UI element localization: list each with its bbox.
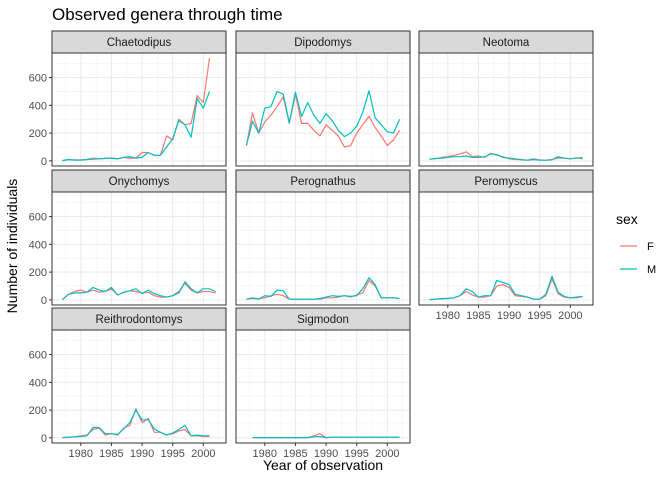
facet-peromyscus: Peromyscus 1980 1985 1990 1995 2000: [418, 169, 594, 322]
y-tick-label: 600: [29, 350, 47, 362]
x-tick-label: 2000: [558, 310, 582, 322]
y-tick-label: 0: [41, 156, 47, 168]
facet-reithrodontomys: Reithrodontomys 0 200 400 600 1980 1985 1990 199…: [29, 307, 227, 460]
y-tick-label: 200: [29, 128, 47, 140]
facet-onychomys: Onychomys 0 200 400 600: [29, 169, 227, 307]
facet-strip-label: Dipodomys: [294, 37, 352, 49]
series-line-m: [252, 435, 400, 439]
series-line-m: [62, 91, 211, 162]
series-line-m: [245, 90, 401, 146]
chart-title: Observed genera through time: [52, 5, 283, 24]
series-line-m: [429, 275, 583, 301]
series-line-f: [245, 93, 401, 148]
facet-sigmodon: Sigmodon 1980 1985 1990 1995 2000: [235, 307, 411, 460]
y-axis-title: Number of individuals: [4, 179, 20, 314]
facet-strip-label: Onychomys: [109, 176, 170, 188]
legend: sex FM: [616, 211, 656, 276]
panel-border: [51, 329, 227, 444]
facet-strip-label: Neotoma: [483, 37, 530, 49]
facet-panels: Chaetodipus 0 200 400 600 Dipodomys Neotoma Ony…: [29, 30, 594, 460]
x-tick-label: 1980: [69, 448, 93, 460]
x-tick-label: 1990: [314, 448, 338, 460]
y-tick-label: 0: [41, 433, 47, 445]
panel-background: [236, 53, 410, 166]
panel-background: [236, 192, 410, 305]
series-line-m: [62, 409, 210, 439]
y-tick-label: 0: [41, 295, 47, 307]
x-tick-label: 2000: [191, 448, 215, 460]
panel-background: [52, 53, 226, 166]
x-tick-label: 1980: [436, 310, 460, 322]
panel-border: [235, 191, 411, 306]
panel-background: [419, 53, 593, 166]
facet-chaetodipus: Chaetodipus 0 200 400 600: [29, 30, 227, 168]
panel-border: [418, 191, 594, 306]
panel-border: [418, 52, 594, 167]
series-line-m: [429, 153, 583, 161]
facet-strip-label: Chaetodipus: [107, 37, 172, 49]
panel-border: [51, 191, 227, 306]
x-tick-label: 1995: [344, 448, 368, 460]
x-tick-label: 2000: [375, 448, 399, 460]
x-tick-label: 1995: [160, 448, 184, 460]
panel-background: [419, 192, 593, 305]
x-tick-label: 1990: [130, 448, 154, 460]
x-tick-label: 1990: [497, 310, 521, 322]
legend-title: sex: [616, 211, 638, 227]
facet-strip-label: Perognathus: [290, 176, 355, 188]
y-tick-label: 600: [29, 73, 47, 85]
series-line-m: [62, 281, 216, 301]
legend-label-f: F: [647, 241, 654, 253]
y-tick-label: 400: [29, 377, 47, 389]
y-tick-label: 400: [29, 100, 47, 112]
y-tick-label: 600: [29, 212, 47, 224]
x-tick-label: 1995: [527, 310, 551, 322]
y-tick-label: 400: [29, 239, 47, 251]
x-tick-label: 1985: [283, 448, 307, 460]
facet-perognathus: Perognathus: [235, 169, 411, 306]
panel-border: [235, 329, 411, 444]
panel-background: [52, 330, 226, 443]
facet-strip-label: Reithrodontomys: [96, 314, 183, 326]
series-line-m: [246, 277, 400, 300]
facet-strip-label: Peromyscus: [474, 176, 538, 188]
x-tick-label: 1985: [99, 448, 123, 460]
y-tick-label: 200: [29, 267, 47, 279]
x-tick-label: 1980: [253, 448, 277, 460]
panel-background: [52, 192, 226, 305]
legend-label-m: M: [647, 264, 656, 276]
panel-border: [51, 52, 227, 167]
facet-dipodomys: Dipodomys: [235, 30, 411, 167]
panel-background: [236, 330, 410, 443]
x-axis-title: Year of observation: [263, 457, 383, 473]
facet-strip-label: Sigmodon: [297, 314, 349, 326]
x-tick-label: 1985: [466, 310, 490, 322]
panel-border: [235, 52, 411, 167]
y-tick-label: 200: [29, 405, 47, 417]
facet-neotoma: Neotoma: [418, 30, 594, 167]
